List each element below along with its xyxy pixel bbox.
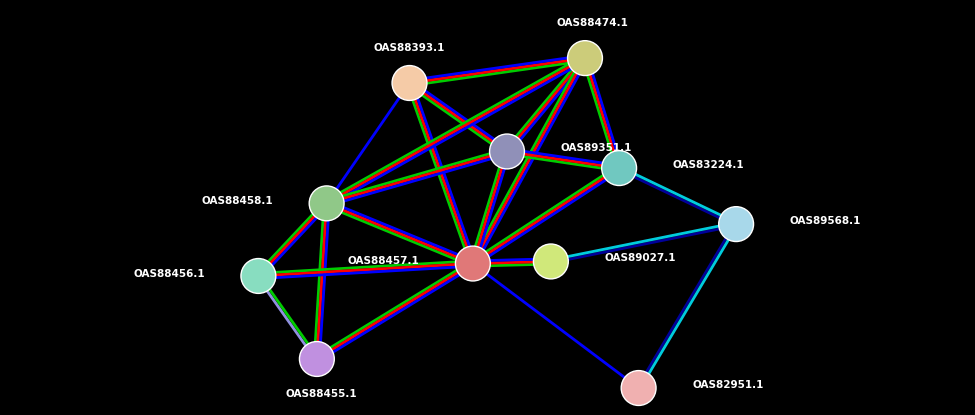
Text: OAS88474.1: OAS88474.1 [557, 18, 629, 28]
Text: OAS89568.1: OAS89568.1 [790, 216, 861, 226]
Ellipse shape [309, 186, 344, 221]
Text: OAS88455.1: OAS88455.1 [286, 389, 358, 399]
Ellipse shape [392, 66, 427, 100]
Text: OAS88456.1: OAS88456.1 [134, 269, 205, 279]
Text: OAS88393.1: OAS88393.1 [373, 43, 446, 53]
Text: OAS88458.1: OAS88458.1 [202, 196, 273, 206]
Ellipse shape [489, 134, 525, 169]
Ellipse shape [567, 41, 603, 76]
Text: OAS88457.1: OAS88457.1 [347, 256, 419, 266]
Text: OAS89027.1: OAS89027.1 [604, 253, 676, 263]
Ellipse shape [241, 259, 276, 293]
Text: OAS82951.1: OAS82951.1 [692, 380, 763, 390]
Ellipse shape [299, 342, 334, 376]
Text: OAS83224.1: OAS83224.1 [673, 160, 744, 170]
Ellipse shape [455, 246, 490, 281]
Text: OAS89351.1: OAS89351.1 [561, 143, 632, 153]
Ellipse shape [602, 151, 637, 186]
Ellipse shape [621, 371, 656, 405]
Ellipse shape [533, 244, 568, 279]
Ellipse shape [719, 207, 754, 242]
